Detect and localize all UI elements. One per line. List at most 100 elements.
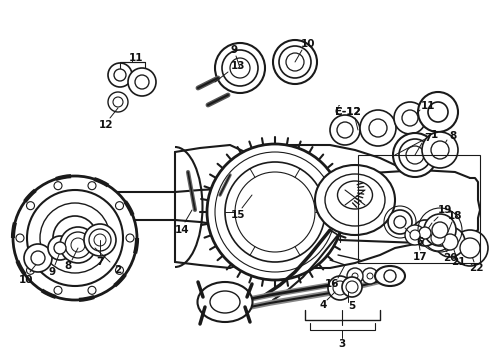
Text: 4: 4 bbox=[319, 300, 327, 310]
Circle shape bbox=[405, 225, 425, 245]
Circle shape bbox=[54, 182, 62, 190]
Text: 22: 22 bbox=[469, 263, 483, 273]
Text: 11: 11 bbox=[129, 53, 143, 63]
Circle shape bbox=[442, 234, 458, 250]
Text: 12: 12 bbox=[99, 120, 113, 130]
Circle shape bbox=[48, 236, 72, 260]
Circle shape bbox=[89, 229, 111, 251]
Text: É-12: É-12 bbox=[335, 107, 361, 117]
Circle shape bbox=[215, 43, 265, 93]
Circle shape bbox=[279, 46, 311, 78]
Circle shape bbox=[88, 182, 96, 190]
Text: C-12: C-12 bbox=[335, 107, 361, 117]
Text: 20: 20 bbox=[443, 253, 457, 263]
Text: 15: 15 bbox=[231, 210, 245, 220]
Circle shape bbox=[425, 225, 451, 251]
Circle shape bbox=[399, 139, 431, 171]
Circle shape bbox=[71, 238, 85, 252]
Circle shape bbox=[384, 270, 396, 282]
Text: 10: 10 bbox=[19, 275, 33, 285]
Text: 7: 7 bbox=[424, 133, 432, 143]
Circle shape bbox=[13, 176, 137, 300]
Circle shape bbox=[435, 227, 465, 257]
Text: 9: 9 bbox=[49, 267, 55, 277]
Text: 7: 7 bbox=[97, 257, 104, 267]
Text: 10: 10 bbox=[301, 39, 315, 49]
Circle shape bbox=[369, 119, 387, 137]
Circle shape bbox=[406, 146, 424, 164]
Circle shape bbox=[431, 141, 449, 159]
Circle shape bbox=[432, 222, 448, 238]
Text: 19: 19 bbox=[438, 205, 452, 215]
Circle shape bbox=[54, 286, 62, 294]
Circle shape bbox=[367, 273, 373, 279]
Circle shape bbox=[362, 268, 378, 284]
Circle shape bbox=[53, 216, 97, 260]
Circle shape bbox=[346, 281, 358, 293]
Circle shape bbox=[126, 234, 134, 242]
Circle shape bbox=[388, 210, 412, 234]
Circle shape bbox=[360, 110, 396, 146]
Circle shape bbox=[222, 50, 258, 86]
Text: 5: 5 bbox=[348, 301, 356, 311]
Circle shape bbox=[207, 144, 343, 280]
Circle shape bbox=[347, 268, 363, 284]
Circle shape bbox=[27, 190, 123, 286]
Circle shape bbox=[26, 266, 34, 274]
Circle shape bbox=[273, 40, 317, 84]
Ellipse shape bbox=[325, 174, 385, 226]
Circle shape bbox=[428, 102, 448, 122]
Ellipse shape bbox=[338, 181, 372, 209]
Text: 21: 21 bbox=[451, 257, 465, 267]
Circle shape bbox=[108, 63, 132, 87]
Ellipse shape bbox=[197, 282, 252, 322]
Text: 8: 8 bbox=[449, 131, 457, 141]
Text: 16: 16 bbox=[325, 279, 339, 289]
Circle shape bbox=[452, 230, 488, 266]
Circle shape bbox=[16, 234, 24, 242]
Circle shape bbox=[402, 110, 418, 126]
Circle shape bbox=[328, 276, 352, 300]
Circle shape bbox=[116, 202, 123, 210]
Text: 1: 1 bbox=[430, 130, 438, 140]
Text: 17: 17 bbox=[413, 252, 427, 262]
Text: 3: 3 bbox=[339, 339, 345, 349]
Circle shape bbox=[333, 281, 347, 295]
Bar bbox=[358, 155, 480, 263]
Circle shape bbox=[235, 172, 315, 252]
Circle shape bbox=[114, 69, 126, 81]
Circle shape bbox=[460, 238, 480, 258]
Circle shape bbox=[337, 122, 353, 138]
Circle shape bbox=[40, 203, 110, 273]
Circle shape bbox=[116, 266, 123, 274]
Circle shape bbox=[394, 102, 426, 134]
Circle shape bbox=[419, 227, 431, 239]
Text: 8: 8 bbox=[64, 261, 72, 271]
Circle shape bbox=[225, 162, 325, 262]
Circle shape bbox=[84, 224, 116, 256]
Circle shape bbox=[113, 97, 123, 107]
Circle shape bbox=[108, 92, 128, 112]
Circle shape bbox=[342, 277, 362, 297]
Ellipse shape bbox=[210, 291, 240, 313]
Text: 9: 9 bbox=[230, 45, 238, 55]
Circle shape bbox=[424, 214, 456, 246]
Circle shape bbox=[65, 232, 91, 258]
Ellipse shape bbox=[315, 165, 395, 235]
Circle shape bbox=[394, 216, 406, 228]
Circle shape bbox=[418, 92, 458, 132]
Circle shape bbox=[24, 244, 52, 272]
Circle shape bbox=[54, 242, 66, 254]
Circle shape bbox=[128, 68, 156, 96]
Text: 13: 13 bbox=[231, 61, 245, 71]
Text: 6: 6 bbox=[416, 237, 424, 247]
Circle shape bbox=[410, 230, 420, 240]
Text: 11: 11 bbox=[421, 101, 435, 111]
Circle shape bbox=[60, 227, 96, 263]
Circle shape bbox=[94, 234, 106, 246]
Circle shape bbox=[88, 286, 96, 294]
Circle shape bbox=[31, 251, 45, 265]
Circle shape bbox=[422, 132, 458, 168]
Circle shape bbox=[26, 202, 34, 210]
Circle shape bbox=[230, 58, 250, 78]
